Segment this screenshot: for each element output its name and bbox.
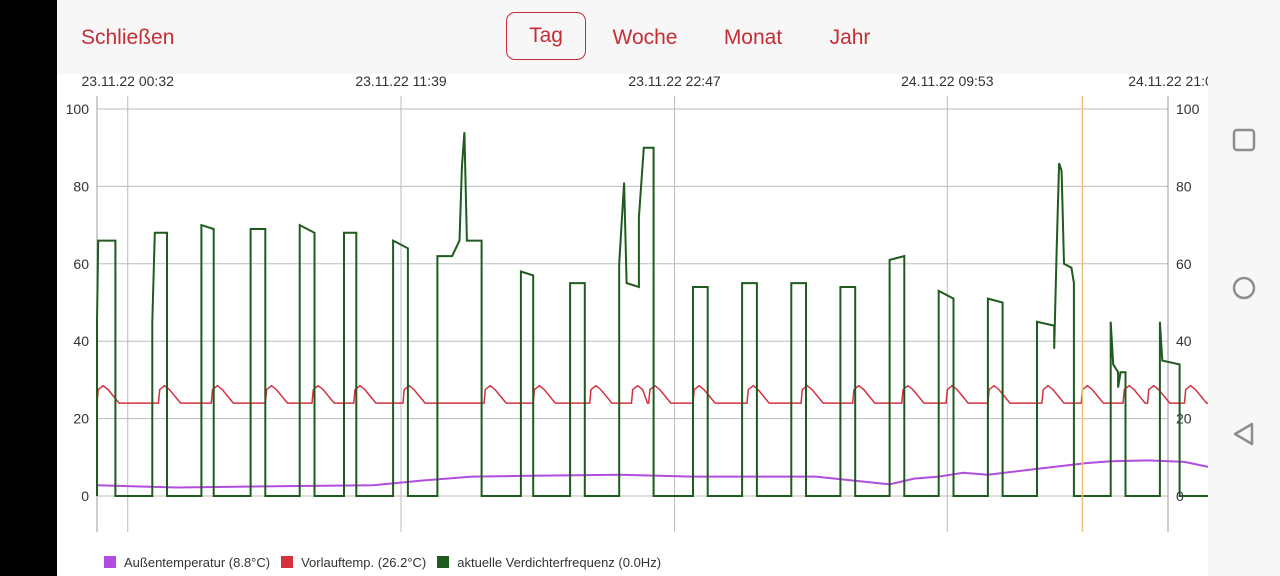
tab-year[interactable]: Jahr	[821, 14, 879, 62]
home-circle-icon[interactable]	[1228, 272, 1260, 304]
top-bar: Schließen Tag Woche Monat Jahr	[57, 0, 1208, 74]
y-tick-label-left: 100	[66, 101, 90, 117]
y-tick-label-right: 60	[1176, 256, 1192, 272]
y-tick-label-left: 40	[73, 333, 89, 349]
x-tick-label: 23.11.22 11:39	[355, 74, 447, 89]
x-tick-label: 23.11.22 00:32	[82, 74, 175, 89]
legend-label-flow-temp: Vorlauftemp. (26.2°C)	[301, 554, 427, 570]
y-tick-label-right: 100	[1176, 101, 1200, 117]
series-line-compressor-frequency	[96, 132, 1208, 497]
series-line-outdoor-temp	[96, 459, 1208, 489]
y-tick-label-right: 40	[1176, 333, 1192, 349]
y-tick-label-right: 80	[1176, 178, 1192, 194]
series-line-flow-temp	[96, 384, 1208, 404]
system-nav-bar	[1208, 0, 1280, 576]
y-tick-label-right: 20	[1176, 411, 1192, 427]
chart-area[interactable]: 0 0 20 20 40 40 60 60 80 80 100 100 23.11.22 00:32 23…	[57, 74, 1208, 576]
x-tick-label: 24.11.22 09:53	[901, 74, 994, 89]
tab-day[interactable]: Tag	[506, 12, 586, 60]
chart-legend: Außentemperatur (8.8°C) Vorlauftemp. (26…	[104, 552, 672, 572]
x-tick-label: 23.11.22 22:47	[628, 74, 721, 89]
close-button[interactable]: Schließen	[81, 14, 201, 62]
back-triangle-icon[interactable]	[1228, 418, 1260, 450]
recents-square-icon[interactable]	[1228, 124, 1260, 156]
y-tick-label-left: 80	[73, 178, 89, 194]
legend-swatch-outdoor	[104, 556, 116, 568]
legend-item-flow-temp[interactable]: Vorlauftemp. (26.2°C)	[281, 555, 426, 570]
app-window: Schließen Tag Woche Monat Jahr 0 0 20 20 40 4…	[57, 0, 1208, 576]
x-tick-label: 24.11.22 21:00	[1128, 74, 1208, 89]
legend-item-compressor[interactable]: aktuelle Verdichterfrequenz (0.0Hz)	[437, 555, 661, 570]
legend-swatch-flow-temp	[281, 556, 294, 568]
y-tick-label-left: 20	[73, 411, 89, 427]
legend-label-outdoor: Außentemperatur (8.8°C)	[124, 554, 271, 570]
y-tick-label-left: 0	[81, 488, 89, 504]
legend-label-compressor: aktuelle Verdichterfrequenz (0.0Hz)	[457, 554, 662, 570]
legend-item-outdoor[interactable]: Außentemperatur (8.8°C)	[104, 555, 270, 570]
y-tick-label-left: 60	[73, 256, 89, 272]
tab-month[interactable]: Monat	[717, 14, 789, 62]
legend-swatch-compressor	[437, 556, 450, 568]
tab-week[interactable]: Woche	[605, 14, 685, 62]
